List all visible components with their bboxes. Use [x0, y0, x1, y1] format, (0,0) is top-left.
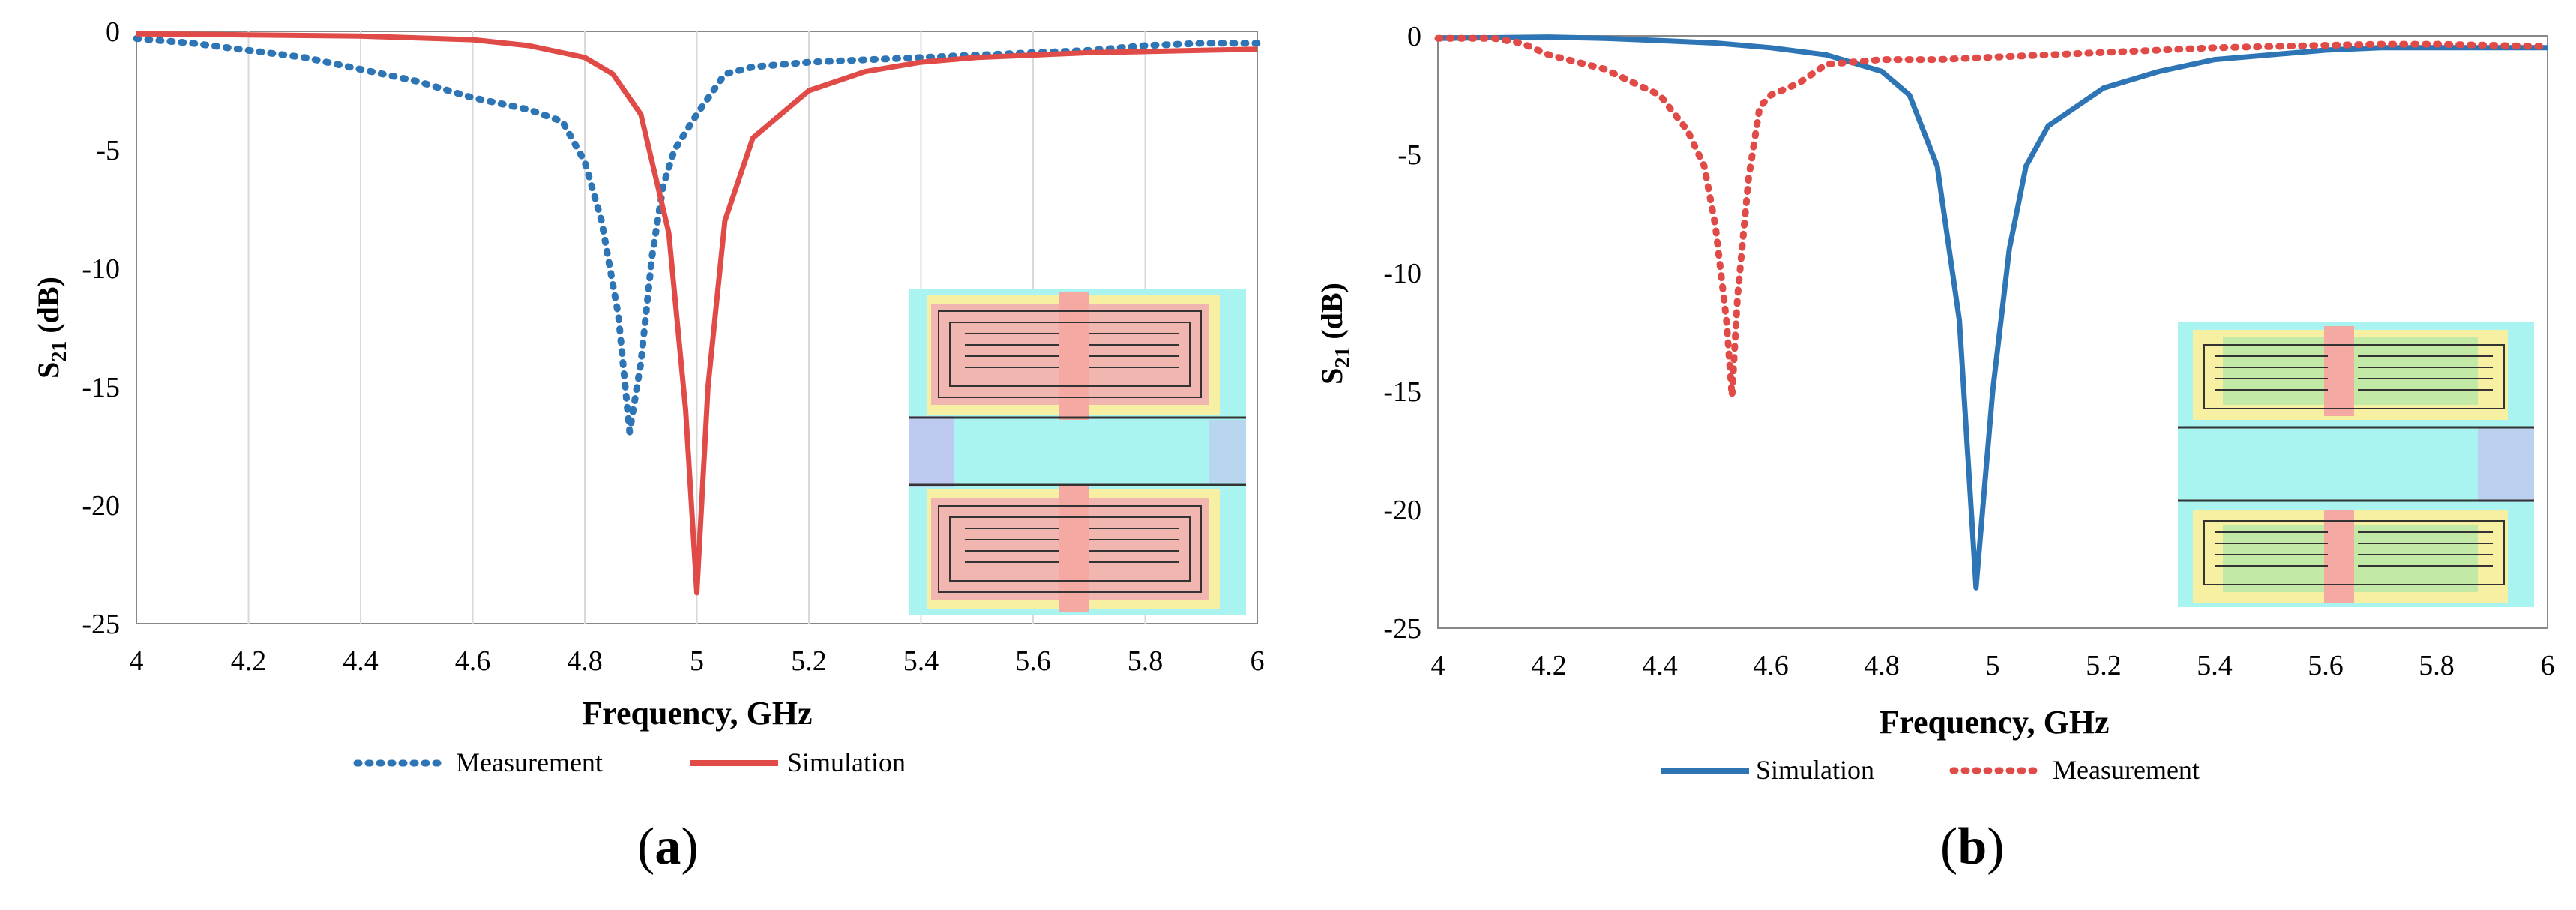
y-tick-label: -15	[82, 372, 120, 403]
x-tick-label: 4.2	[231, 645, 267, 677]
x-tick-label: 4	[1431, 650, 1445, 681]
x-tick-label: 5.6	[2308, 650, 2344, 681]
y-tick-label: -25	[1383, 613, 1421, 645]
x-tick-label: 4.6	[455, 645, 491, 677]
x-tick-labels: 4 4.2 4.4 4.6 4.8 5 5.2 5.4 5.6 5.8 6	[1431, 650, 2555, 681]
y-axis-label: S21 (dB)	[1315, 283, 1355, 385]
y-tick-label: -10	[1383, 258, 1421, 289]
legend: Simulation Measurement	[1661, 755, 2200, 785]
y-tick-label: -25	[82, 609, 120, 640]
inset-field-map	[2176, 321, 2536, 609]
x-tick-label: 4.6	[1753, 650, 1789, 681]
x-tick-label: 5.8	[1128, 645, 1164, 677]
series-layer	[133, 31, 1261, 596]
x-tick-label: 4	[130, 645, 144, 677]
y-tick-label: -20	[82, 490, 120, 522]
x-tick-label: 5.2	[2086, 650, 2122, 681]
y-tick-label: -20	[1383, 495, 1421, 526]
legend-label-simulation: Simulation	[1756, 755, 1874, 785]
x-tick-label: 4.4	[343, 645, 379, 677]
y-tick-label: -5	[1397, 139, 1421, 171]
y-tick-label: -15	[1383, 376, 1421, 408]
chart-panel-b: 0 -5 -10 -15 -20 -25 4 4.2 4.4 4.6 4.8 5 5.2 5.4 5.6 5…	[1315, 21, 2555, 785]
chart-panel-a: 0 -5 -10 -15 -20 -25 4 4.2 4.4 4.6 4.8 5 5.2 5.4 5.6 5…	[31, 16, 1265, 777]
x-axis-label: Frequency, GHz	[582, 695, 812, 732]
legend-label-measurement: Measurement	[2053, 755, 2200, 785]
y-tick-label: -5	[96, 135, 120, 166]
x-tick-label: 4.4	[1642, 650, 1678, 681]
x-tick-label: 5.4	[2197, 650, 2233, 681]
y-tick-labels: 0 -5 -10 -15 -20 -25	[82, 16, 120, 640]
y-tick-label: 0	[1407, 21, 1421, 52]
y-tick-label: 0	[106, 16, 120, 48]
x-tick-label: 4.8	[1864, 650, 1900, 681]
series-line-measurement	[1434, 34, 2551, 400]
legend-label-simulation: Simulation	[787, 747, 906, 777]
x-tick-label: 6	[2541, 650, 2555, 681]
x-tick-label: 5.6	[1015, 645, 1051, 677]
x-tick-label: 4.8	[567, 645, 603, 677]
series-layer	[1434, 34, 2551, 591]
panel-caption-b: (b)	[1940, 818, 2005, 876]
inset-field-map	[907, 287, 1248, 616]
x-tick-label: 5	[690, 645, 704, 677]
x-tick-label: 5.8	[2419, 650, 2455, 681]
x-tick-label: 6	[1251, 645, 1265, 677]
panel-caption-a: (a)	[637, 818, 699, 876]
x-tick-label: 5	[1986, 650, 2000, 681]
series-line-simulation	[136, 31, 1258, 596]
x-tick-label: 4.2	[1531, 650, 1567, 681]
plot-area	[1437, 35, 2548, 629]
x-tick-label: 5.4	[903, 645, 939, 677]
x-axis-label: Frequency, GHz	[1879, 704, 2109, 741]
x-tick-label: 5.2	[791, 645, 827, 677]
legend-label-measurement: Measurement	[456, 747, 603, 777]
legend: Measurement Simulation	[353, 747, 906, 777]
y-tick-label: -10	[82, 253, 120, 285]
y-tick-labels: 0 -5 -10 -15 -20 -25	[1383, 21, 1421, 645]
y-axis-label: S21 (dB)	[31, 277, 71, 379]
series-line-simulation	[1437, 34, 2548, 591]
x-tick-labels: 4 4.2 4.4 4.6 4.8 5 5.2 5.4 5.6 5.8 6	[130, 645, 1265, 677]
